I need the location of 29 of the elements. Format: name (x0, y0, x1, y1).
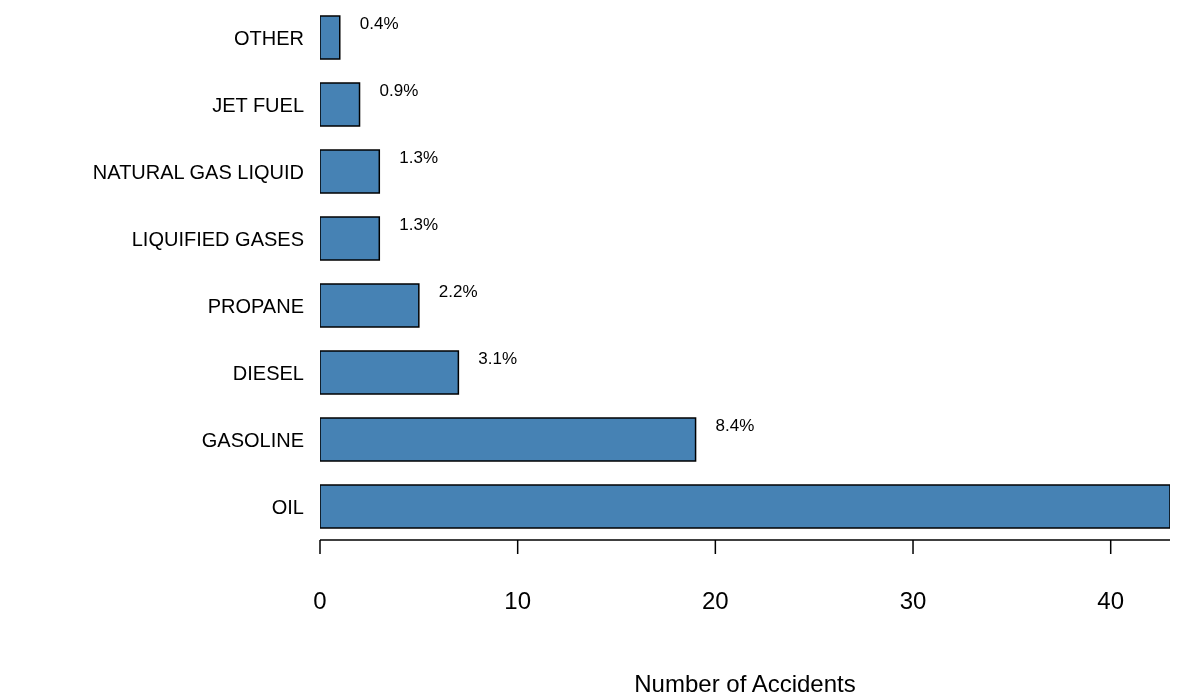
x-tick-label: 40 (1097, 587, 1125, 615)
x-tick-label: 20 (702, 587, 729, 615)
y-tick-label: NATURAL GAS LIQUID (92, 160, 304, 183)
annotation: 0.4% (359, 14, 399, 33)
bar (320, 82, 361, 127)
y-tick-label: GASOLINE (201, 428, 304, 451)
bar (320, 149, 381, 194)
bar (320, 484, 1170, 529)
y-tick-label: PROPANE (207, 294, 304, 317)
annotation: 2.2% (438, 282, 478, 301)
annotation: 1.3% (399, 215, 439, 234)
bar (320, 216, 381, 261)
bar (320, 417, 697, 462)
y-tick-label: LIQUIFIED GASES (131, 227, 304, 250)
bar (320, 283, 420, 328)
x-tick-label: 30 (899, 587, 927, 615)
annotation: 0.9% (379, 81, 419, 100)
x-tick-label: 10 (504, 587, 532, 615)
y-tick-label: OTHER (234, 26, 304, 49)
annotation: 8.4% (715, 416, 755, 435)
y-tick-label: JET FUEL (212, 93, 304, 116)
x-tick-label: 0 (313, 587, 327, 615)
y-tick-label: DIESEL (232, 361, 304, 384)
x-axis-title: Number of Accidents (634, 670, 856, 697)
bar (320, 15, 341, 60)
annotation: 3.1% (478, 349, 518, 368)
bar (320, 350, 460, 395)
annotation: 1.3% (399, 148, 439, 167)
y-tick-label: OIL (271, 495, 304, 518)
